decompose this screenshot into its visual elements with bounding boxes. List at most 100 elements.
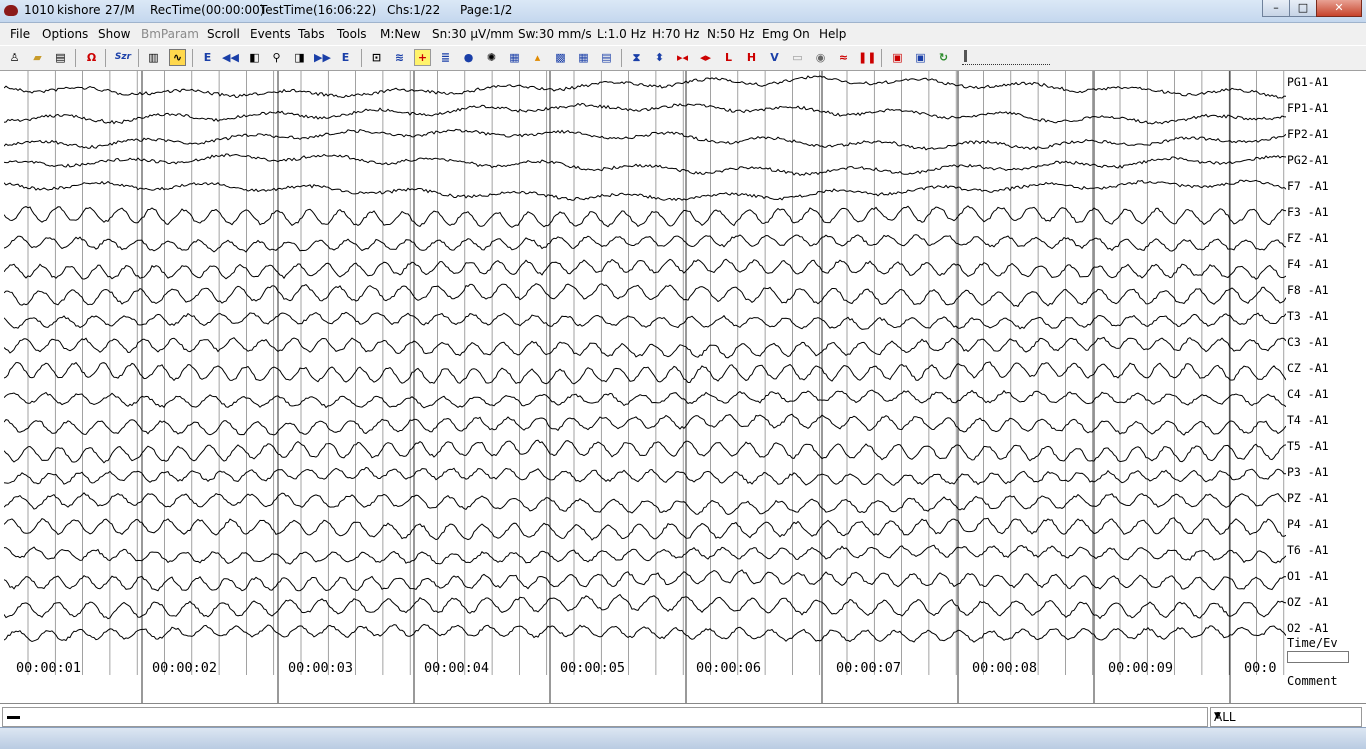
photic-icon[interactable]: ✺ — [486, 51, 497, 64]
channel-label[interactable]: PZ -A1 — [1287, 491, 1329, 505]
record-circle-icon[interactable]: ● — [463, 51, 474, 64]
next-page-icon[interactable]: ◨ — [294, 51, 305, 64]
eeg-trace — [4, 311, 1286, 330]
emg-toggle[interactable]: Emg On — [762, 27, 810, 41]
open-folder-icon[interactable]: ▰ — [33, 51, 42, 64]
settings-disc-icon[interactable]: ◉ — [815, 51, 826, 64]
menu-tools[interactable]: Tools — [337, 27, 367, 41]
time-event-box[interactable] — [1287, 651, 1349, 663]
patient-icon[interactable]: ♙ — [9, 51, 20, 64]
channel-label[interactable]: P3 -A1 — [1287, 465, 1329, 479]
sweep-selector[interactable]: Sw:30 mm/s — [518, 27, 592, 41]
time-label: 00:00:02 — [152, 660, 218, 676]
binoculars-icon[interactable]: ⚲ — [272, 51, 281, 64]
zoom-icon[interactable]: ⊡ — [371, 51, 382, 64]
grid-wave-icon[interactable]: ≣ — [440, 51, 451, 64]
eeg-canvas — [4, 71, 1286, 703]
low-filter-icon[interactable]: L — [724, 51, 732, 64]
filter-select-value: ALL — [1214, 710, 1236, 724]
menu-bmparam[interactable]: BmParam — [141, 27, 199, 41]
pause-icon[interactable]: ❚❚ — [858, 51, 877, 64]
signal-icon[interactable]: ≈ — [838, 51, 849, 64]
channel-label[interactable]: FZ -A1 — [1287, 231, 1329, 245]
channel-label[interactable]: T6 -A1 — [1287, 543, 1329, 557]
prev-page-icon[interactable]: ◧ — [249, 51, 260, 64]
comment-label[interactable]: Comment — [1287, 674, 1338, 688]
map-grid-icon[interactable]: ▩ — [555, 51, 566, 64]
matrix-icon[interactable]: ▦ — [578, 51, 589, 64]
channel-label[interactable]: F3 -A1 — [1287, 205, 1329, 219]
maximize-button[interactable]: □ — [1289, 0, 1317, 17]
page-indicator: Page:1/2 — [460, 3, 513, 17]
table-icon[interactable]: ▤ — [601, 51, 612, 64]
compress-icon[interactable]: ▸◂ — [676, 51, 689, 64]
eeg-trace — [4, 128, 1286, 151]
channel-label[interactable]: OZ -A1 — [1287, 595, 1329, 609]
menu-events[interactable]: Events — [250, 27, 291, 41]
channel-label[interactable]: PG2-A1 — [1287, 153, 1329, 167]
refresh-icon[interactable]: ↻ — [938, 51, 949, 64]
spectrum-icon[interactable]: ▴ — [534, 51, 541, 64]
time-label: 00:0 — [1244, 660, 1277, 676]
channel-label[interactable]: FP1-A1 — [1287, 101, 1329, 115]
close-button[interactable]: ✕ — [1316, 0, 1362, 17]
slider-knob[interactable] — [964, 50, 967, 62]
high-filter-icon[interactable]: H — [746, 51, 757, 64]
event-next-button[interactable]: E — [341, 51, 350, 64]
patient-age-sex: 27/M — [105, 3, 135, 17]
notch-filter-selector[interactable]: N:50 Hz — [707, 27, 755, 41]
channel-label[interactable]: O2 -A1 — [1287, 621, 1329, 635]
channel-label[interactable]: C4 -A1 — [1287, 387, 1329, 401]
channel-label[interactable]: T5 -A1 — [1287, 439, 1329, 453]
add-marker-icon[interactable]: + — [414, 49, 431, 66]
montage-selector[interactable]: M:New — [380, 27, 421, 41]
channel-grid-icon[interactable]: ▦ — [509, 51, 520, 64]
low-filter-selector[interactable]: L:1.0 Hz — [597, 27, 646, 41]
omega-button[interactable]: Ω — [86, 51, 97, 64]
channel-label[interactable]: F7 -A1 — [1287, 179, 1329, 193]
menu-file[interactable]: File — [10, 27, 31, 41]
channel-label[interactable]: F4 -A1 — [1287, 257, 1329, 271]
minimize-button[interactable]: – — [1262, 0, 1290, 17]
filter-select[interactable]: ALL ▼ — [1210, 707, 1362, 727]
eeg-trace — [4, 413, 1286, 436]
high-filter-selector[interactable]: H:70 Hz — [652, 27, 700, 41]
command-input[interactable] — [2, 707, 1208, 727]
report-icon[interactable]: ▣ — [915, 51, 926, 64]
print-page-icon[interactable]: ▥ — [148, 51, 159, 64]
menu-show[interactable]: Show — [98, 27, 131, 41]
menu-options[interactable]: Options — [42, 27, 89, 41]
amplitude-increase-icon[interactable]: ⬍ — [654, 51, 665, 64]
event-edit-button[interactable]: E — [203, 51, 212, 64]
last-page-icon[interactable]: ▶▶ — [314, 51, 331, 64]
video-icon[interactable]: ▭ — [792, 51, 803, 64]
capture-icon[interactable]: ▣ — [892, 51, 903, 64]
channel-count: Chs:1/22 — [387, 3, 441, 17]
expand-icon[interactable]: ◂▸ — [699, 51, 712, 64]
seizure-button[interactable]: Szr — [114, 52, 132, 62]
notch-filter-icon[interactable]: V — [770, 51, 779, 64]
channel-label[interactable]: F8 -A1 — [1287, 283, 1329, 297]
wave-display-icon[interactable]: ≋ — [394, 51, 405, 64]
channel-label[interactable]: T4 -A1 — [1287, 413, 1329, 427]
sensitivity-selector[interactable]: Sn:30 µV/mm — [432, 27, 514, 41]
speed-slider[interactable] — [962, 50, 1050, 65]
channel-label[interactable]: CZ -A1 — [1287, 361, 1329, 375]
channel-label[interactable]: C3 -A1 — [1287, 335, 1329, 349]
amplitude-decrease-icon[interactable]: ⧗ — [632, 51, 641, 64]
print-icon[interactable]: ▤ — [55, 51, 66, 64]
eeg-trace-area[interactable]: 00:00:01 00:00:02 00:00:03 00:00:04 00:0… — [4, 71, 1286, 703]
channel-label[interactable]: T3 -A1 — [1287, 309, 1329, 323]
menu-tabs[interactable]: Tabs — [298, 27, 325, 41]
channel-label[interactable]: P4 -A1 — [1287, 517, 1329, 531]
close-icon: ✕ — [1334, 1, 1344, 14]
first-page-icon[interactable]: ◀◀ — [222, 51, 239, 64]
menu-scroll[interactable]: Scroll — [207, 27, 240, 41]
channel-label[interactable]: PG1-A1 — [1287, 75, 1329, 89]
eeg-trace — [4, 517, 1286, 541]
eeg-trace — [4, 75, 1286, 99]
channel-label[interactable]: FP2-A1 — [1287, 127, 1329, 141]
waveform-icon[interactable]: ∿ — [169, 49, 186, 66]
channel-label[interactable]: O1 -A1 — [1287, 569, 1329, 583]
menu-help[interactable]: Help — [819, 27, 847, 41]
